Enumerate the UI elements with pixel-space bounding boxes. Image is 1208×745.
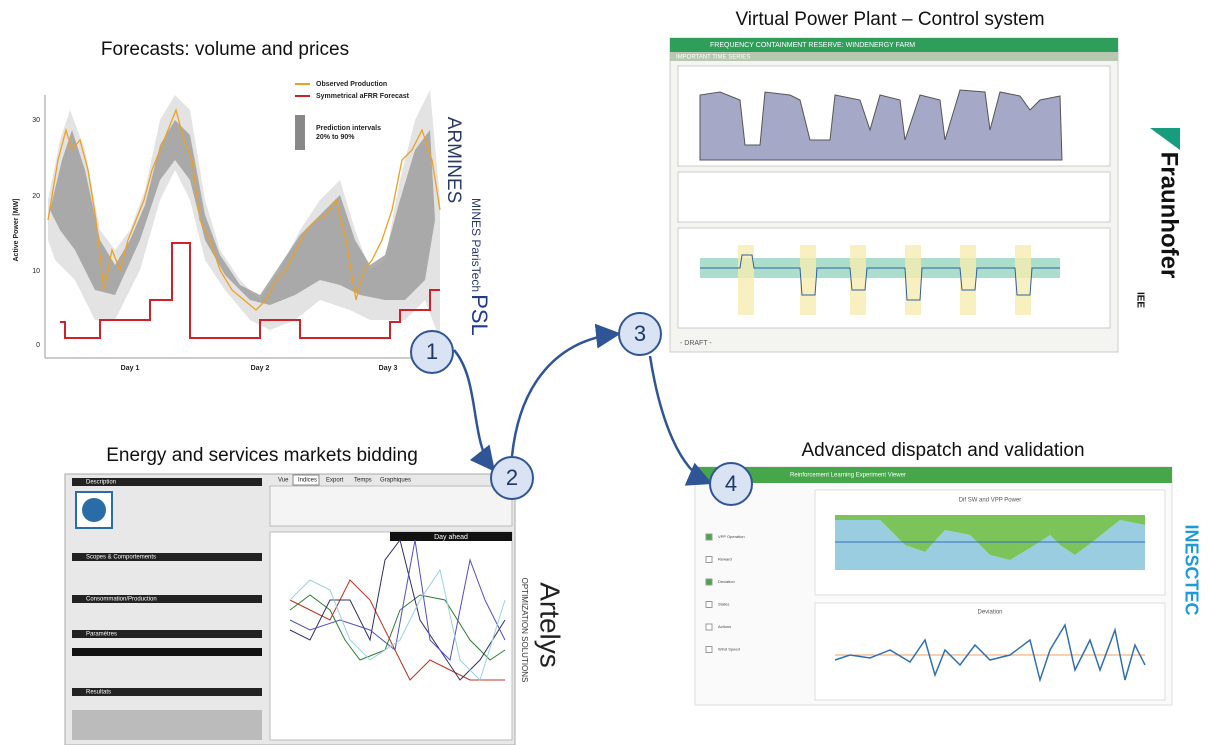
vpp-screenshot: FREQUENCY CONTAINMENT RESERVE: WINDENERG… <box>670 38 1118 352</box>
tab[interactable]: Indices <box>298 478 317 484</box>
chart-title: Day ahead <box>434 534 468 541</box>
workflow-diagram: Forecasts: volume and prices Observed Pr… <box>0 0 1208 745</box>
option-label: Actions <box>718 624 731 629</box>
section-header: Consommation/Production <box>86 597 157 603</box>
panel-title: Forecasts: volume and prices <box>101 39 349 60</box>
section-label: IMPORTANT TIME SERIES <box>676 55 750 61</box>
step-number: 3 <box>634 321 646 346</box>
fraunhofer-mark <box>1150 128 1180 150</box>
chart-title: Deviation <box>977 610 1002 616</box>
y-axis-label: Active Power [MW] <box>13 198 20 261</box>
option-label: Wind Speed <box>718 647 740 652</box>
legend-label: Observed Production <box>316 81 387 88</box>
step-badge: 1 <box>411 331 453 373</box>
screen-header: FREQUENCY CONTAINMENT RESERVE: WINDENERG… <box>710 42 915 49</box>
flow-arrow <box>650 356 708 482</box>
legend-label: Symmetrical aFRR Forecast <box>316 93 410 100</box>
step-number: 2 <box>506 465 518 490</box>
chart-title: Dif SW and VPP Power <box>959 498 1022 504</box>
section-header: Paramètres <box>86 632 117 638</box>
logo-artelys-sub: OPTIMIZATION SOLUTIONS <box>520 578 529 683</box>
section-header: Description <box>86 480 116 486</box>
y-tick-label: 20 <box>32 193 40 200</box>
x-tick-label: Day 1 <box>121 365 140 372</box>
option-checkbox[interactable] <box>706 624 712 630</box>
step-badge: 2 <box>491 457 533 499</box>
tab[interactable]: Graphiques <box>380 478 411 484</box>
screen-header: Reinforcement Learning Experiment Viewer <box>790 473 906 479</box>
dispatch-screenshot: Reinforcement Learning Experiment Viewer… <box>695 467 1172 705</box>
option-label: VPP Operation <box>718 534 745 539</box>
legend-label: 20% to 90% <box>316 134 355 141</box>
flow-arrow <box>454 350 492 468</box>
option-label: States <box>718 602 729 607</box>
y-tick-label: 10 <box>32 268 40 275</box>
logo-inesctec: INESCTEC <box>1181 524 1201 615</box>
footer-label: - DRAFT - <box>680 340 712 347</box>
step-number: 1 <box>426 339 438 364</box>
panel-title: Virtual Power Plant – Control system <box>735 9 1044 30</box>
option-checkbox[interactable] <box>706 647 712 653</box>
section-header: Scopes & Comportements <box>86 555 156 561</box>
logo-armines: ARMINES <box>443 117 464 204</box>
logo-iee: IEE <box>1134 292 1145 308</box>
step-badge: 4 <box>710 463 752 505</box>
forecast-chart: Observed Production Symmetrical aFRR For… <box>5 68 445 380</box>
panel-title: Energy and services markets bidding <box>106 445 418 466</box>
option-label: Deviation <box>718 579 735 584</box>
flow-arrow <box>512 334 616 456</box>
bidding-screenshot: Description Scopes & Comportements Conso… <box>65 474 515 745</box>
section-header: Resultats <box>86 690 111 696</box>
option-label: Reward <box>718 557 732 562</box>
option-checkbox[interactable] <box>706 534 712 540</box>
option-checkbox[interactable] <box>706 602 712 608</box>
step-badge: 3 <box>619 313 661 355</box>
legend-label: Prediction intervals <box>316 125 381 132</box>
option-checkbox[interactable] <box>706 579 712 585</box>
tab[interactable]: Temps <box>354 478 372 484</box>
option-checkbox[interactable] <box>706 557 712 563</box>
y-tick-label: 30 <box>32 117 40 124</box>
logo-artelys: Artelys <box>535 582 566 668</box>
logo-mines: MINES ParisTech <box>469 198 483 292</box>
logo-fraunhofer: Fraunhofer <box>1156 152 1183 279</box>
x-tick-label: Day 2 <box>251 365 270 372</box>
x-tick-label: Day 3 <box>379 365 398 372</box>
y-tick-label: 0 <box>36 342 40 349</box>
tab[interactable]: Vue <box>278 478 289 484</box>
panel-title: Advanced dispatch and validation <box>801 440 1084 461</box>
step-number: 4 <box>725 471 737 496</box>
tab[interactable]: Export <box>326 478 344 484</box>
logo-psl: PSL <box>467 294 492 336</box>
